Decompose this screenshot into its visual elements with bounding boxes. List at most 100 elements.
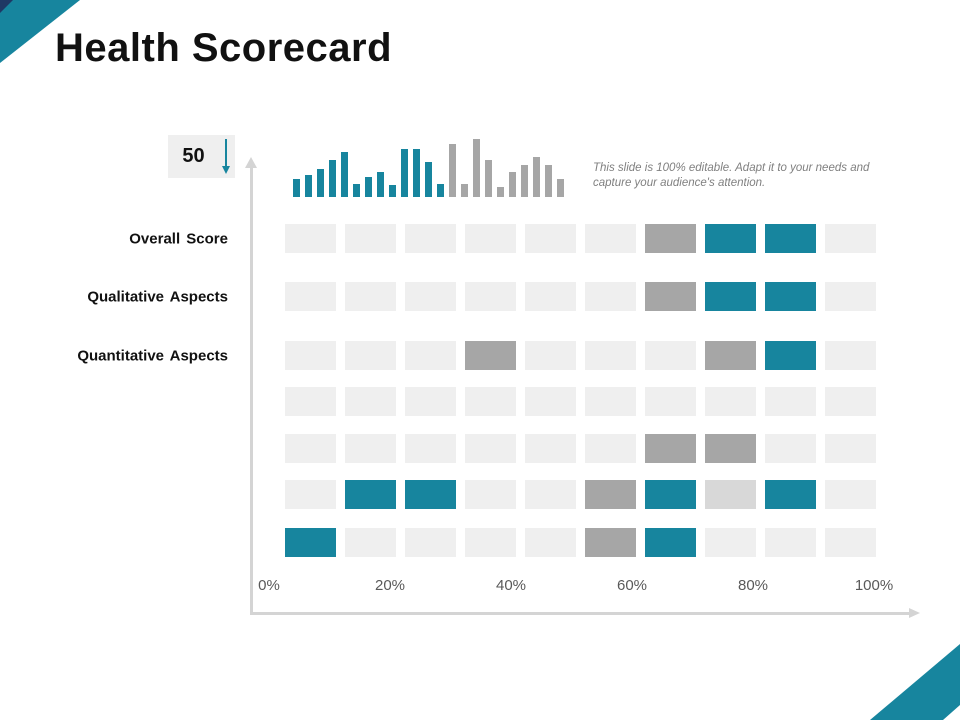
scorecard-cell <box>345 282 396 311</box>
scorecard-cell <box>285 528 336 557</box>
scorecard-cell <box>525 528 576 557</box>
scorecard-cell <box>405 480 456 509</box>
scorecard-cell <box>765 434 816 463</box>
score-badge: 50 <box>168 135 235 178</box>
scorecard-cell <box>585 387 636 416</box>
scorecard-cell <box>525 480 576 509</box>
y-axis-line <box>250 167 253 614</box>
x-axis-tick-label: 40% <box>495 577 527 594</box>
scorecard-cell <box>345 341 396 370</box>
scorecard-cell <box>285 480 336 509</box>
scorecard-cell <box>345 224 396 253</box>
mini-bar <box>485 160 492 197</box>
scorecard-cell <box>465 528 516 557</box>
scorecard-cell <box>705 387 756 416</box>
scorecard-cell <box>645 434 696 463</box>
scorecard-cell <box>645 224 696 253</box>
scorecard-cell <box>645 387 696 416</box>
scorecard-cell <box>525 434 576 463</box>
scorecard-cell <box>345 387 396 416</box>
mini-bar <box>557 179 564 197</box>
scorecard-cell <box>705 480 756 509</box>
scorecard-cell <box>825 341 876 370</box>
scorecard-cell <box>705 528 756 557</box>
scorecard-cell <box>525 387 576 416</box>
scorecard-cell <box>285 434 336 463</box>
scorecard-cell <box>765 480 816 509</box>
scorecard-cell <box>465 434 516 463</box>
mini-bar <box>509 172 516 197</box>
scorecard-cell <box>705 224 756 253</box>
scorecard-cell <box>825 224 876 253</box>
scorecard-cell <box>765 224 816 253</box>
scorecard-cell <box>645 480 696 509</box>
scorecard-cell <box>825 480 876 509</box>
mini-bar <box>437 184 444 197</box>
arrow-down-icon <box>222 139 231 175</box>
mini-bar <box>449 144 456 197</box>
score-value: 50 <box>182 145 205 167</box>
scorecard-cell <box>825 282 876 311</box>
scorecard-cell <box>585 528 636 557</box>
x-axis-tick-label: 80% <box>737 577 769 594</box>
x-axis-tick-label: 100% <box>854 577 894 594</box>
mini-bar <box>413 149 420 197</box>
mini-bar <box>533 157 540 197</box>
mini-bar <box>305 175 312 197</box>
mini-bar <box>389 185 396 197</box>
mini-bar-chart <box>293 139 564 197</box>
y-axis-arrow-up-icon <box>245 157 257 168</box>
scorecard-cell <box>285 341 336 370</box>
mini-bar <box>377 172 384 197</box>
scorecard-cell <box>405 282 456 311</box>
mini-bar <box>461 184 468 197</box>
scorecard-cell <box>585 434 636 463</box>
scorecard-cell <box>405 224 456 253</box>
mini-bar <box>293 179 300 197</box>
scorecard-cell <box>285 387 336 416</box>
scorecard-cell <box>645 282 696 311</box>
mini-bar <box>545 165 552 197</box>
x-axis-tick-label: 0% <box>258 577 280 594</box>
scorecard-cell <box>645 341 696 370</box>
scorecard-cell <box>465 387 516 416</box>
scorecard-cell <box>585 480 636 509</box>
scorecard-cell <box>705 282 756 311</box>
scorecard-cell <box>465 480 516 509</box>
scorecard-cell <box>345 528 396 557</box>
scorecard-cell <box>765 282 816 311</box>
scorecard-cell <box>465 224 516 253</box>
mini-bar <box>365 177 372 197</box>
scorecard-cell <box>585 224 636 253</box>
scorecard-cell <box>705 341 756 370</box>
scorecard-cell <box>405 387 456 416</box>
scorecard-cell <box>345 480 396 509</box>
scorecard-cell <box>405 434 456 463</box>
scorecard-cell <box>705 434 756 463</box>
scorecard-cell <box>765 387 816 416</box>
x-axis-line <box>250 612 912 615</box>
x-axis-tick-label: 20% <box>374 577 406 594</box>
scorecard-cell <box>285 282 336 311</box>
mini-bar <box>497 187 504 197</box>
mini-bar <box>329 160 336 197</box>
scorecard-cell <box>825 387 876 416</box>
scorecard-grid <box>285 224 876 559</box>
mini-bar <box>353 184 360 197</box>
scorecard-cell <box>585 341 636 370</box>
scorecard-cell <box>465 341 516 370</box>
scorecard-cell <box>465 282 516 311</box>
scorecard-cell <box>765 528 816 557</box>
scorecard-cell <box>585 282 636 311</box>
mini-bar <box>317 169 324 197</box>
mini-bar <box>425 162 432 197</box>
row-label: Quantitative Aspects <box>77 347 228 364</box>
scorecard-cell <box>825 434 876 463</box>
row-label: Qualitative Aspects <box>87 288 228 305</box>
page-title: Health Scorecard <box>55 26 393 70</box>
arrow-down-head <box>222 166 230 174</box>
scorecard-cell <box>285 224 336 253</box>
mini-bar <box>473 139 480 197</box>
editable-note: This slide is 100% editable. Adapt it to… <box>593 162 870 190</box>
